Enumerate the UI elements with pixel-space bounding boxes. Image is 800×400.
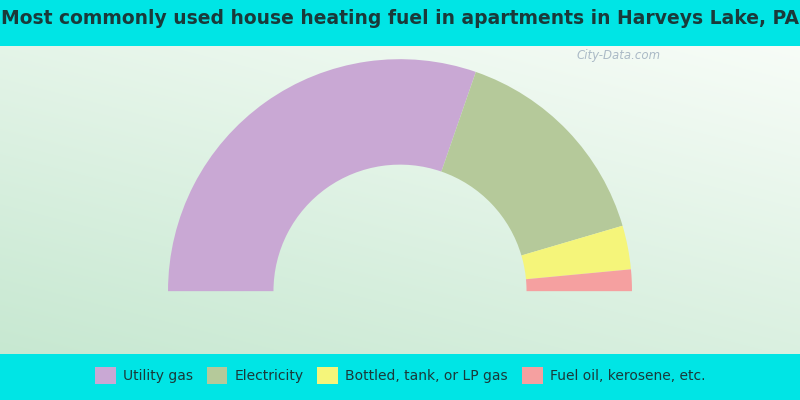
Wedge shape <box>522 226 631 279</box>
Text: Most commonly used house heating fuel in apartments in Harveys Lake, PA: Most commonly used house heating fuel in… <box>1 8 799 28</box>
Legend: Utility gas, Electricity, Bottled, tank, or LP gas, Fuel oil, kerosene, etc.: Utility gas, Electricity, Bottled, tank,… <box>90 362 710 390</box>
Wedge shape <box>168 59 476 291</box>
Wedge shape <box>442 72 622 256</box>
Text: City-Data.com: City-Data.com <box>577 49 661 62</box>
Wedge shape <box>526 269 632 291</box>
